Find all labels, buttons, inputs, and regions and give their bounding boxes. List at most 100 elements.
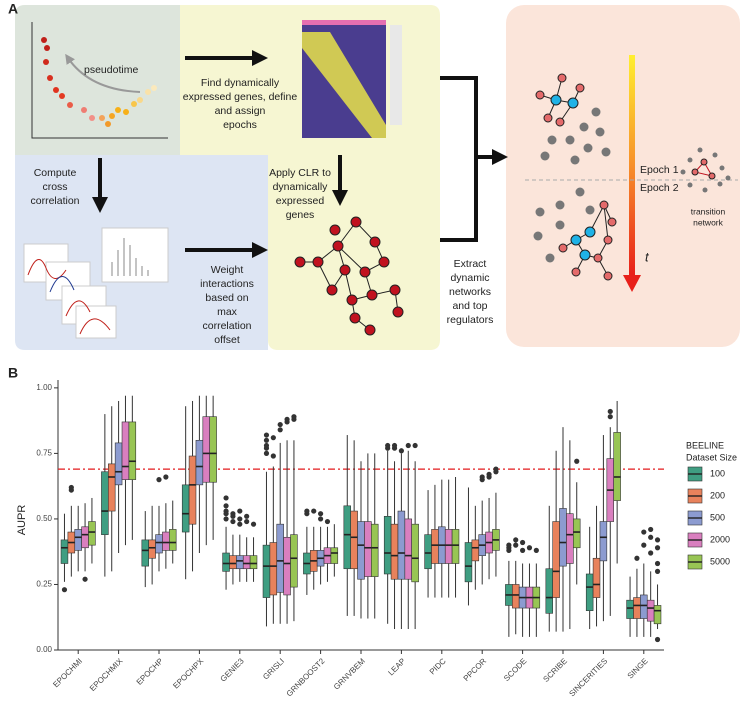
- step-text: offset: [214, 334, 240, 346]
- outlier: [513, 537, 519, 543]
- clr-network: [294, 216, 404, 336]
- outlier: [648, 534, 654, 540]
- x-tick-label: EPOCHMIX: [88, 656, 125, 693]
- step-text: Apply CLR to: [269, 167, 331, 179]
- x-tick-label: SINCERITIES: [567, 657, 609, 699]
- box: [424, 534, 432, 570]
- box: [545, 568, 553, 614]
- outlier: [648, 550, 654, 556]
- panel-label: B: [8, 365, 18, 381]
- step-text: max: [217, 306, 238, 318]
- box: [222, 552, 230, 572]
- step-text: Extract: [454, 258, 487, 270]
- transition-label: transition: [691, 206, 726, 216]
- outlier: [223, 511, 229, 517]
- x-tick-label: PPCOR: [462, 656, 489, 683]
- legend-label: 200: [710, 490, 725, 500]
- bracket: [440, 76, 478, 242]
- box: [148, 539, 156, 559]
- box: [141, 539, 149, 567]
- box: [195, 439, 204, 486]
- step-text: correlation: [30, 195, 79, 207]
- outlier: [398, 448, 404, 454]
- mini-plots: [23, 227, 169, 339]
- box: [471, 539, 480, 562]
- x-tick-label: LEAP: [386, 657, 407, 678]
- right-region: [506, 5, 740, 347]
- time-label: t: [645, 249, 650, 264]
- outlier: [506, 547, 512, 553]
- x-tick-label: SCODE: [502, 657, 528, 683]
- x-tick-label: EPOCHP: [135, 657, 165, 687]
- box: [262, 544, 271, 598]
- time-arrowhead: [623, 275, 641, 292]
- outlier: [493, 466, 499, 472]
- box: [431, 529, 439, 564]
- box: [357, 521, 365, 580]
- outlier: [318, 516, 324, 522]
- step-text: networks: [449, 286, 491, 298]
- box: [74, 529, 82, 551]
- outlier: [61, 587, 68, 593]
- outlier: [520, 547, 526, 553]
- box: [451, 529, 460, 564]
- outlier: [284, 419, 290, 425]
- outlier: [263, 437, 270, 443]
- box: [128, 421, 137, 480]
- x-tick-label: SINGE: [626, 657, 650, 681]
- step-text: and top: [452, 300, 487, 312]
- outlier: [654, 537, 661, 543]
- box: [330, 547, 339, 564]
- outlier: [324, 518, 331, 525]
- x-tick-label: EPOCHMI: [51, 657, 84, 690]
- box: [371, 523, 379, 577]
- outlier: [304, 508, 310, 514]
- box: [188, 455, 197, 525]
- box: [364, 521, 372, 577]
- box: [585, 573, 594, 611]
- outlier: [607, 414, 613, 420]
- box: [566, 513, 574, 564]
- heatmap-bar: [302, 20, 386, 25]
- outlier: [223, 503, 229, 509]
- outlier: [648, 526, 654, 533]
- outlier: [533, 547, 539, 553]
- heatmap-band: [302, 32, 386, 138]
- box: [276, 523, 284, 593]
- step-text: cross: [42, 181, 67, 193]
- outlier: [237, 508, 243, 514]
- outlier: [526, 545, 533, 551]
- box: [444, 529, 453, 564]
- step-text: regulators: [447, 314, 494, 326]
- legend-title: BEELINE: [686, 440, 724, 450]
- transition-network: [680, 147, 731, 193]
- box: [411, 523, 419, 583]
- box: [350, 510, 358, 570]
- step-text: Compute: [34, 167, 77, 179]
- outlier: [391, 445, 398, 451]
- green-region: [15, 5, 180, 155]
- box: [592, 557, 601, 598]
- box: [283, 536, 291, 596]
- outlier: [237, 516, 243, 522]
- outlier: [654, 568, 661, 574]
- x-tick-label: EPOCHPX: [171, 656, 205, 690]
- legend-title: Dataset Size: [686, 452, 737, 462]
- outlier: [230, 513, 236, 519]
- outlier: [263, 450, 270, 456]
- step-text: Find dynamically: [201, 77, 280, 89]
- step-text: expressed genes, define: [183, 91, 298, 103]
- outlier: [607, 408, 613, 415]
- box: [613, 432, 621, 501]
- network-epoch-1: [535, 73, 611, 165]
- y-tick-label: 1.00: [36, 383, 52, 392]
- outlier: [223, 516, 229, 522]
- box: [242, 555, 251, 570]
- box: [81, 526, 89, 549]
- epoch-label: Epoch 2: [640, 182, 679, 194]
- outlier: [244, 518, 250, 525]
- box: [155, 534, 163, 554]
- x-tick-label: GRNBOOST2: [285, 656, 327, 698]
- box: [552, 521, 560, 598]
- box: [114, 442, 123, 486]
